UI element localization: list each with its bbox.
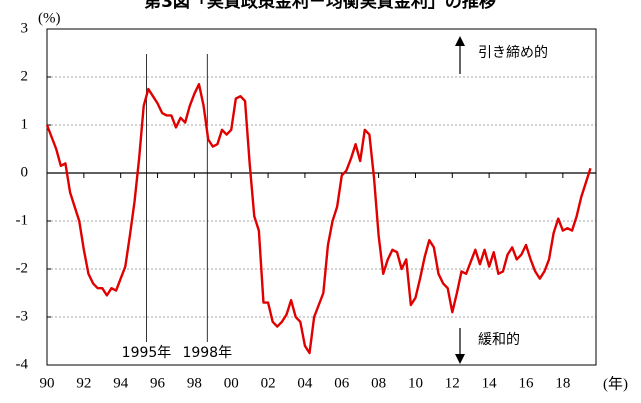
chart-title: 第3図「実質政策金利－均衡実質金利」の推移 [144,0,496,12]
y-tick-label: -4 [16,356,29,372]
y-unit-label: (%) [38,10,61,26]
y-tick-label: -1 [16,212,29,228]
x-tick-label: 10 [408,375,423,391]
y-tick-label: 3 [21,20,29,36]
plot-frame [46,28,597,366]
x-tick-label: 00 [224,375,239,391]
series-line [45,83,592,355]
x-tick-label: 14 [482,375,498,391]
x-tick-label: 96 [150,375,166,391]
x-tick-label: 18 [555,375,570,391]
x-tick-label: 12 [445,375,460,391]
annotation-label: 1998年 [182,345,232,361]
x-tick-label: 16 [518,375,534,391]
y-tick-label: 2 [21,68,29,84]
annotation-label: 1995年 [122,345,172,361]
x-tick-label: 90 [40,375,55,391]
y-tick-label: -3 [16,308,29,324]
up-arrow-head [455,36,465,46]
x-unit-label: (年) [603,375,628,392]
x-tick-label: 04 [297,375,313,391]
y-tick-label: -2 [16,260,29,276]
x-tick-label: 08 [371,375,386,391]
y-tick-label: 0 [21,164,29,180]
x-tick-label: 94 [113,375,129,391]
down-arrow-head [455,354,465,364]
down-label: 緩和的 [478,332,520,348]
y-tick-label: 1 [21,116,29,132]
x-tick-label: 98 [187,375,202,391]
x-tick-label: 02 [261,375,276,391]
up-label: 引き締め的 [478,44,548,61]
x-tick-label: 92 [76,375,91,391]
x-tick-label: 06 [334,375,350,391]
